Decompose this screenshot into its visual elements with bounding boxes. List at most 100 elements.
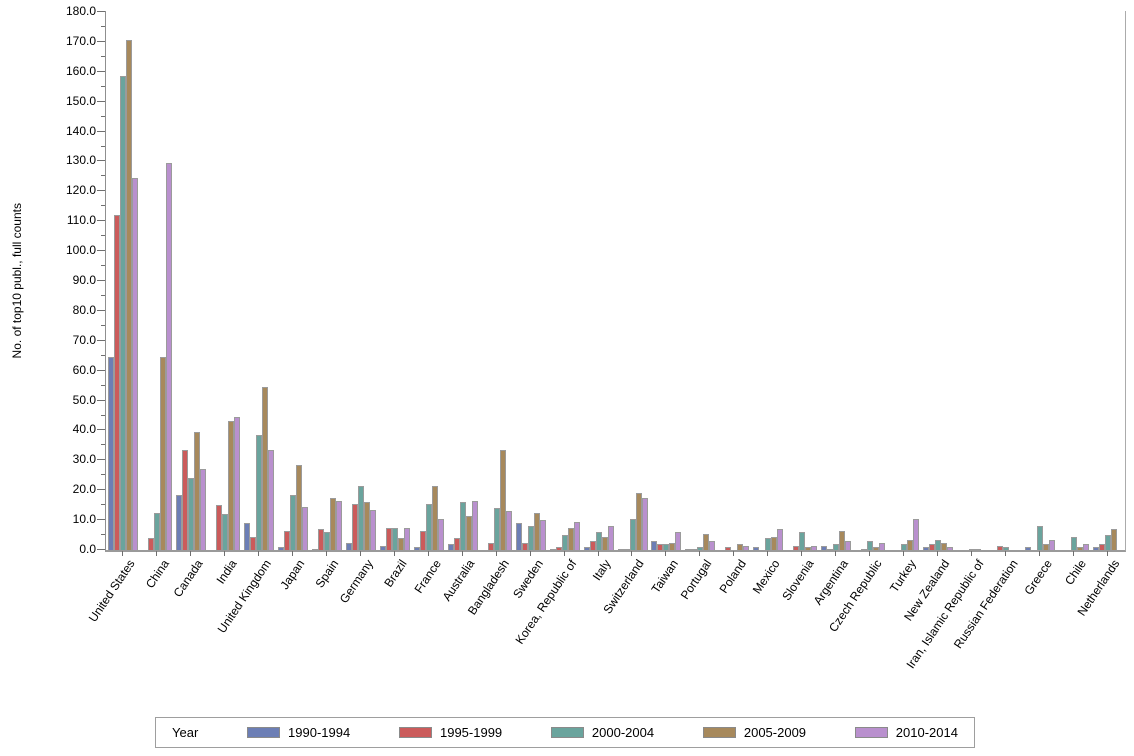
- bar-group: [819, 11, 853, 550]
- bar-group: [717, 11, 751, 550]
- bar-2010-2014: [607, 526, 614, 550]
- bar-2005-2009: [1077, 547, 1084, 550]
- bar-group: [989, 11, 1023, 550]
- legend-swatch: [550, 727, 584, 738]
- bar-2010-2014: [879, 543, 886, 550]
- bar-2005-2009: [907, 540, 914, 550]
- legend-item: 1995-1999: [398, 725, 503, 740]
- bar-1990-1994: [685, 549, 692, 550]
- y-axis-minor-tick: [101, 534, 105, 536]
- bar-2000-2004: [833, 544, 840, 550]
- y-axis-major-tick: [97, 130, 105, 132]
- bar-2005-2009: [363, 502, 370, 550]
- y-tick-label: 70.0: [72, 332, 96, 347]
- x-tick-label: Greece: [1020, 557, 1055, 598]
- bar-2010-2014: [573, 522, 580, 550]
- bar-2000-2004: [187, 478, 194, 550]
- bar-2010-2014: [675, 532, 682, 550]
- bar-1990-1994: [413, 547, 420, 550]
- bar-2005-2009: [873, 547, 880, 550]
- bar-1995-1999: [181, 450, 188, 550]
- bar-2005-2009: [159, 357, 166, 550]
- bar-group: [276, 11, 310, 550]
- bar-1990-1994: [515, 523, 522, 550]
- bar-1995-1999: [1099, 544, 1106, 550]
- bar-2000-2004: [663, 544, 670, 550]
- y-tick-label: 20.0: [72, 482, 96, 497]
- y-tick-label: 10.0: [72, 512, 96, 527]
- x-axis-tick: [428, 551, 429, 556]
- bar-2005-2009: [499, 450, 506, 550]
- legend-item: 1990-1994: [247, 725, 350, 740]
- bar-group: [140, 11, 174, 550]
- bar-2010-2014: [1083, 544, 1090, 550]
- bar-1990-1994: [923, 547, 930, 550]
- x-tick-label: Japan: [277, 557, 308, 592]
- bar-2005-2009: [635, 493, 642, 550]
- y-axis-major-tick: [97, 160, 105, 162]
- y-axis-title: No. of top10 publ., full counts: [10, 202, 24, 359]
- bar-2000-2004: [629, 519, 636, 550]
- bar-1990-1994: [651, 541, 658, 550]
- legend-item-label: 2005-2009: [743, 725, 807, 740]
- y-axis-major-tick: [97, 399, 105, 401]
- legend-swatch: [247, 727, 281, 738]
- y-axis-major-tick: [97, 250, 105, 252]
- bar-2005-2009: [771, 537, 778, 550]
- y-axis-minor-tick: [101, 474, 105, 476]
- x-axis-tick: [292, 551, 293, 556]
- x-axis-tick: [1073, 551, 1074, 556]
- bar-group: [344, 11, 378, 550]
- x-axis-tick: [122, 551, 123, 556]
- x-tick-label: Spain: [312, 557, 342, 591]
- x-axis-tick: [665, 551, 666, 556]
- y-tick-label: 130.0: [65, 153, 96, 168]
- x-axis-tick: [903, 551, 904, 556]
- bar-2010-2014: [301, 507, 308, 550]
- y-tick-label: 100.0: [65, 243, 96, 258]
- y-tick-label: 50.0: [72, 392, 96, 407]
- bar-group: [514, 11, 548, 550]
- bar-group: [1023, 11, 1057, 550]
- bar-group: [853, 11, 887, 550]
- bar-2010-2014: [335, 501, 342, 550]
- bar-group: [1091, 11, 1125, 550]
- bar-2005-2009: [601, 537, 608, 550]
- bar-1990-1994: [617, 549, 624, 550]
- bar-group: [174, 11, 208, 550]
- legend-item-label: 1995-1999: [439, 725, 503, 740]
- bar-2010-2014: [811, 546, 818, 550]
- bar-1995-1999: [997, 546, 1004, 550]
- y-axis-minor-tick: [101, 85, 105, 87]
- legend-swatch: [702, 727, 736, 738]
- x-tick-label: Brazil: [381, 557, 410, 590]
- bar-2010-2014: [267, 450, 274, 550]
- plot-area: [105, 11, 1126, 552]
- bar-1990-1994: [447, 544, 454, 550]
- y-tick-label: 40.0: [72, 422, 96, 437]
- x-axis-tick: [869, 551, 870, 556]
- y-axis-major-tick: [97, 40, 105, 42]
- bar-2000-2004: [459, 502, 466, 550]
- bar-2010-2014: [539, 520, 546, 550]
- bar-2000-2004: [935, 540, 942, 550]
- bar-2000-2004: [901, 544, 908, 550]
- bar-1990-1994: [379, 546, 386, 550]
- x-tick-label: Australia: [439, 557, 478, 604]
- bar-2005-2009: [125, 40, 132, 550]
- y-tick-label: 110.0: [66, 213, 96, 228]
- legend-item: 2005-2009: [702, 725, 807, 740]
- bar-1995-1999: [521, 543, 528, 550]
- y-axis-minor-tick: [101, 205, 105, 207]
- y-axis-minor-tick: [101, 55, 105, 57]
- y-axis-minor-tick: [101, 384, 105, 386]
- bar-2000-2004: [969, 549, 976, 550]
- bar-group: [582, 11, 616, 550]
- x-tick-label: China: [142, 557, 172, 591]
- bar-2010-2014: [947, 547, 954, 550]
- x-axis-tick: [496, 551, 497, 556]
- x-tick-label: Taiwan: [648, 557, 681, 596]
- x-tick-label: Canada: [170, 557, 206, 600]
- y-axis-minor-tick: [101, 504, 105, 506]
- y-axis-minor-tick: [101, 354, 105, 356]
